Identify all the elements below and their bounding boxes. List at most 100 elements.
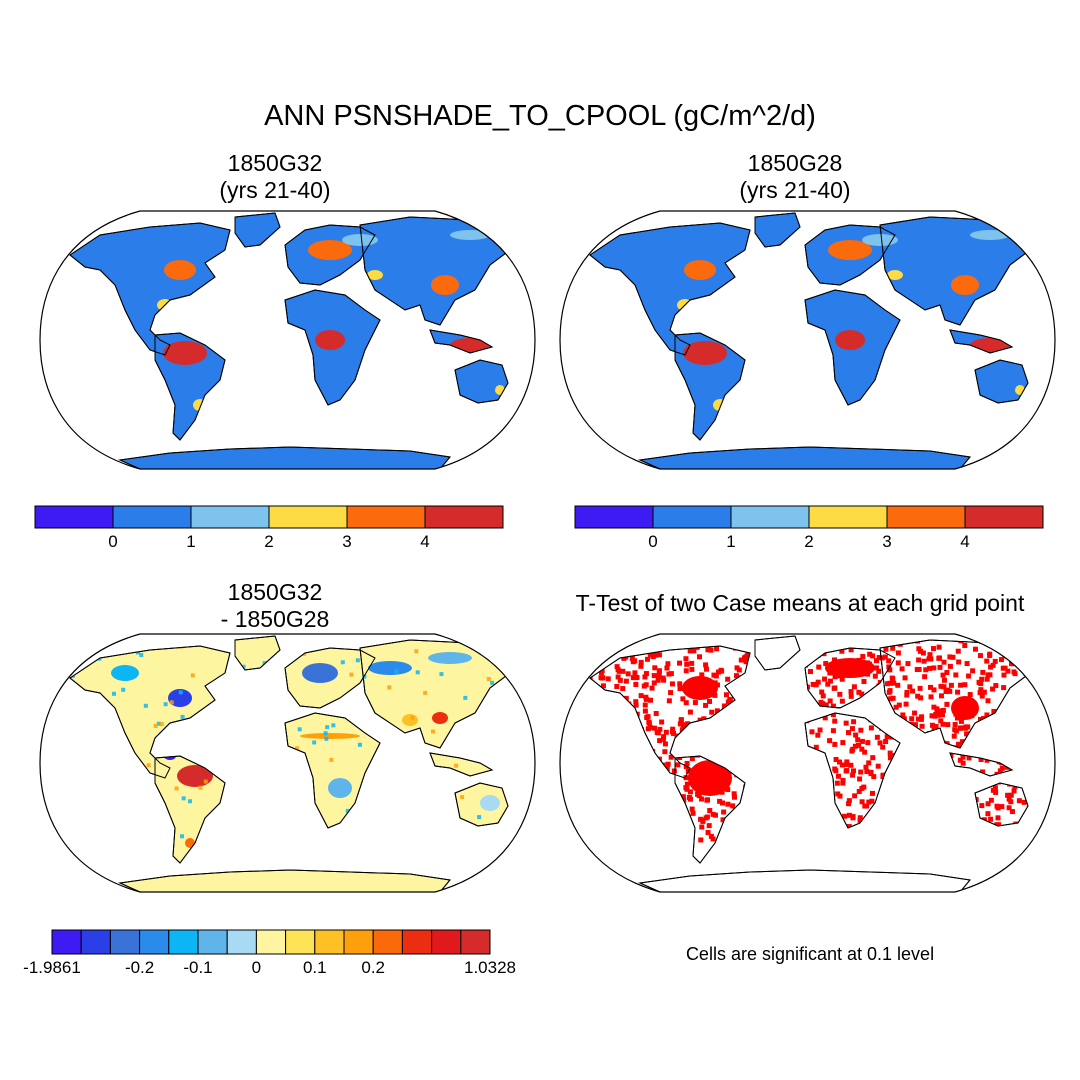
map-bl-neg-cell-80 <box>297 727 302 732</box>
significant-cell-826 <box>677 721 683 727</box>
colorbar-bin-2 <box>190 505 270 529</box>
significant-cell-182 <box>874 658 880 664</box>
panel-title-line2: (yrs 21-40) <box>219 177 331 203</box>
colorbar-label-0: -1.9861 <box>23 958 81 977</box>
significant-cell-1355 <box>846 801 852 807</box>
coastline-northAmerica <box>69 645 231 779</box>
significant-cell-700 <box>708 647 714 653</box>
significant-cell-1030 <box>689 660 695 666</box>
significant-cell-451 <box>936 644 942 650</box>
map-tl-patch-9 <box>342 234 378 246</box>
significant-cell-1396 <box>687 789 693 795</box>
map-bottom-right <box>559 633 1056 893</box>
significant-cell-1345 <box>964 731 970 737</box>
map-bl-neg-cell-26 <box>121 687 126 692</box>
coastline-southAmerica <box>674 332 746 441</box>
map-bl-pos-cell-52 <box>329 757 334 762</box>
map-border <box>559 210 1056 470</box>
significant-cell-119 <box>669 681 675 687</box>
significant-cell-259 <box>988 664 994 670</box>
significant-cell-1046 <box>846 824 852 830</box>
significant-cell-1197 <box>886 658 892 664</box>
significant-cell-242 <box>869 790 875 796</box>
significant-cell-1375 <box>848 689 854 695</box>
significant-cell-473 <box>966 755 972 761</box>
significant-cell-853 <box>876 655 882 661</box>
significant-cell-595 <box>719 668 725 674</box>
significant-cell-423 <box>941 684 947 690</box>
map-bl-neg-cell-42 <box>156 721 161 726</box>
significant-cell-1270 <box>820 693 826 699</box>
coastline-southAmerica <box>154 332 226 441</box>
significant-cell-231 <box>850 768 856 774</box>
map-tr-patch-1 <box>835 330 865 350</box>
significant-cell-974 <box>657 726 663 732</box>
map-bl-pos-cell-47 <box>169 700 174 705</box>
significant-cell-849 <box>893 704 899 710</box>
significant-cell-198 <box>916 657 922 663</box>
significant-cell-474 <box>685 721 691 727</box>
significant-cell-777 <box>840 778 846 784</box>
significant-cell-1302 <box>656 668 662 674</box>
significant-cell-1325 <box>660 675 666 681</box>
significant-cell-804 <box>745 650 751 656</box>
significant-cell-617 <box>680 794 686 800</box>
map-tr-patch-9 <box>862 234 898 246</box>
significant-cell-391 <box>980 669 986 675</box>
significant-cell-967 <box>979 676 985 682</box>
significant-cell-337 <box>851 719 857 725</box>
significant-cell-1082 <box>711 672 717 678</box>
significant-cell-316 <box>709 709 715 715</box>
significant-cell-117 <box>856 689 862 695</box>
map-bl-neg-cell-4 <box>325 725 330 730</box>
significant-cell-364 <box>858 769 864 775</box>
significant-cell-1330 <box>862 749 868 755</box>
significant-cell-382 <box>977 653 983 659</box>
significant-cell-791 <box>1023 662 1029 668</box>
map-border <box>559 633 1056 893</box>
significant-cell-1256 <box>994 803 1000 809</box>
significant-cell-1080 <box>940 721 946 727</box>
significant-cell-708 <box>947 688 953 694</box>
coastline-antarctica <box>118 446 451 469</box>
significant-cell-619 <box>1032 647 1037 652</box>
panel-title-line2: (yrs 21-40) <box>739 177 851 203</box>
significant-cell-434 <box>846 798 852 804</box>
coastline-europe <box>804 647 896 709</box>
significant-cell-52 <box>997 640 1003 645</box>
significant-cell-379 <box>815 732 821 738</box>
significant-cell-749 <box>985 698 991 704</box>
significant-cell-318 <box>732 794 738 800</box>
significant-cell-1135 <box>938 708 944 714</box>
significant-cell-78 <box>725 801 731 807</box>
colorbar-label-1: -0.2 <box>125 958 154 977</box>
significant-cell-383 <box>819 689 825 695</box>
significant-cell-1271 <box>633 702 639 708</box>
significant-cell-610 <box>927 652 933 658</box>
significant-cell-1094 <box>683 785 689 791</box>
significant-cell-1341 <box>736 667 742 673</box>
significant-cell-744 <box>845 730 851 736</box>
significant-cell-1308 <box>657 738 663 744</box>
significant-cell-896 <box>865 740 871 746</box>
significant-cell-1294 <box>827 738 833 744</box>
colorbar-label-3: 0 <box>252 958 261 977</box>
significant-cell-1104 <box>600 675 606 681</box>
significant-cell-657 <box>871 774 877 780</box>
significant-cell-205 <box>705 647 711 653</box>
significant-cell-1265 <box>1005 668 1011 674</box>
map-bl-pos-cell-28 <box>423 690 428 695</box>
significant-cell-7 <box>895 650 901 656</box>
significant-cell-638 <box>710 836 716 842</box>
coastline-africa <box>804 289 901 406</box>
significant-cell-1353 <box>651 725 657 731</box>
map-bl-neg-cell-46 <box>323 731 328 736</box>
colorbar-bin-1 <box>112 505 192 529</box>
significant-cell-139 <box>683 700 689 706</box>
map-bl-pos-cell-10 <box>431 729 436 734</box>
significant-cell-89 <box>825 681 831 687</box>
significant-cell-179 <box>921 658 927 664</box>
significant-cell-1291 <box>834 780 840 786</box>
significant-cell-279 <box>630 675 636 681</box>
significant-block-3 <box>825 658 875 678</box>
